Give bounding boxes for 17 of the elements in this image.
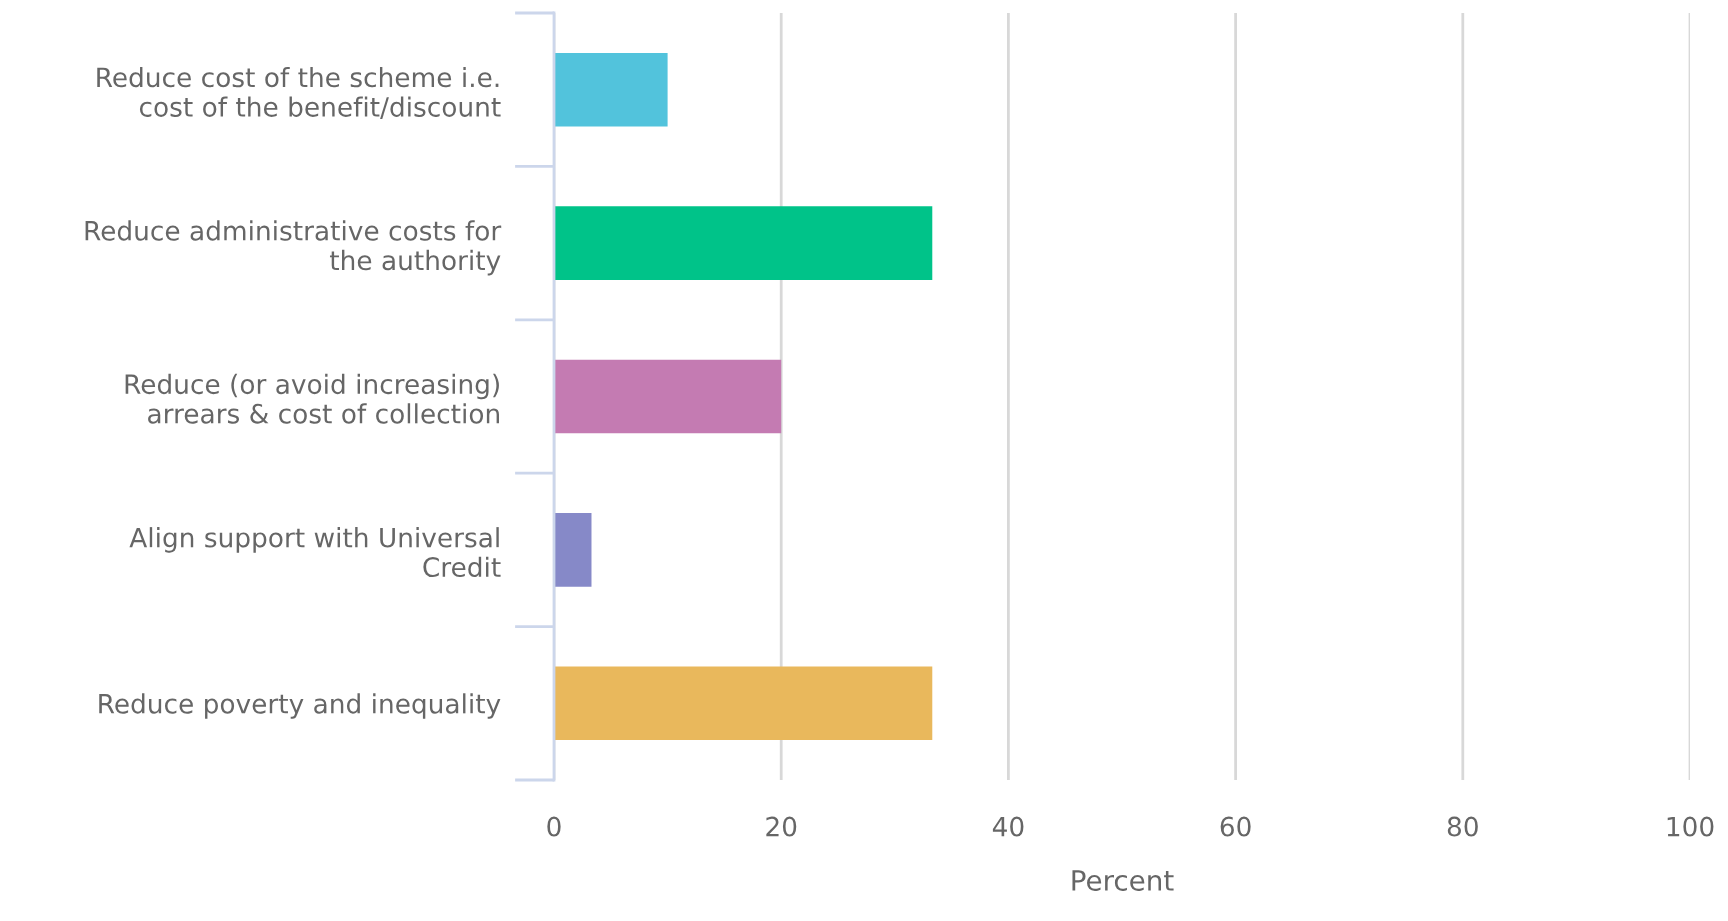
x-tick-label: 20 <box>766 816 797 837</box>
y-tick-label: Reduce cost of the scheme i.e. cost of the benefit/discount <box>97 66 501 119</box>
x-tick-label: 0 <box>547 816 561 837</box>
y-tick-label: Align support with Universal Credit <box>129 527 501 578</box>
bar <box>554 52 668 127</box>
x-tick-label: 40 <box>992 816 1024 837</box>
bar <box>554 666 933 741</box>
y-tick-label: Reduce administrative costs for the authority <box>85 220 502 276</box>
y-tick-label: Reduce poverty and inequality <box>99 693 501 719</box>
bar <box>554 359 782 434</box>
x-tick-label: 80 <box>1447 816 1478 837</box>
y-tick-label: Reduce (or avoid increasing) arrears & cost of collection <box>125 373 499 424</box>
x-tick-label: 60 <box>1220 816 1251 837</box>
bar <box>554 206 933 280</box>
x-tick-label: 100 <box>1667 816 1714 837</box>
x-axis-title: Percent <box>1072 870 1174 891</box>
bar <box>554 513 592 587</box>
